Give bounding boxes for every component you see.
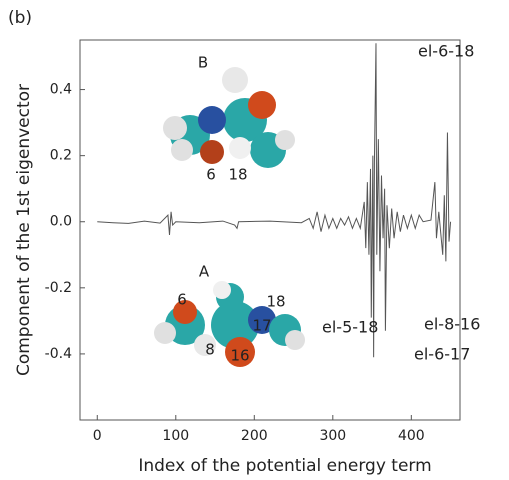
inset-molecule-b xyxy=(163,67,295,168)
x-tick-label: 0 xyxy=(93,428,102,444)
y-tick-label: 0.4 xyxy=(50,82,72,98)
x-tick-label: 100 xyxy=(162,428,189,444)
x-tick-label: 400 xyxy=(398,428,425,444)
chart: (b) Index of the potential energy term C… xyxy=(0,0,509,480)
x-axis-title: Index of the potential energy term xyxy=(138,456,431,476)
panel-label: (b) xyxy=(8,8,32,28)
inset-label: A xyxy=(199,263,210,281)
y-tick-label: -0.2 xyxy=(45,280,72,296)
y-tick-label: -0.4 xyxy=(45,346,72,362)
inset-label: B xyxy=(198,54,208,72)
inset-label: 18 xyxy=(266,293,285,311)
inset-label: 8 xyxy=(205,341,215,359)
annotation: el-5-18 xyxy=(322,318,378,337)
inset-label: 6 xyxy=(206,166,216,184)
inset-label: 17 xyxy=(252,317,271,335)
x-tick-label: 300 xyxy=(319,428,346,444)
inset-label: 16 xyxy=(230,347,249,365)
y-tick-label: 0.0 xyxy=(50,214,72,230)
y-tick-label: 0.2 xyxy=(50,148,72,164)
x-tick-label: 200 xyxy=(241,428,268,444)
annotation: el-6-18 xyxy=(418,42,474,61)
annotation: el-6-17 xyxy=(414,345,470,364)
inset-label: 6 xyxy=(177,291,187,309)
y-axis-title: Component of the 1st eigenvector xyxy=(14,84,34,376)
annotation: el-8-16 xyxy=(424,315,480,334)
inset-label: 18 xyxy=(228,166,247,184)
